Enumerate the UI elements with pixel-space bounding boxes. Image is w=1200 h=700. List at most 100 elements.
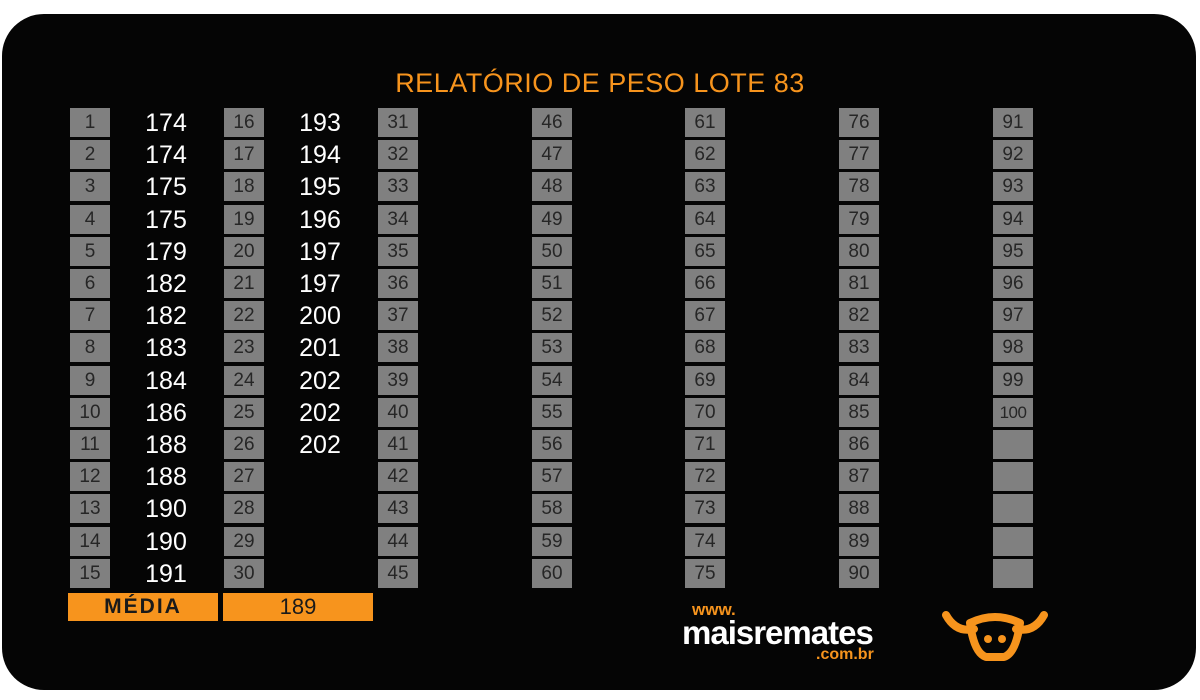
lot-number-box: 44 bbox=[378, 526, 418, 556]
lot-number-box: 19 bbox=[224, 204, 264, 234]
lot-number-box: 87 bbox=[839, 462, 879, 492]
lot-number-box: 56 bbox=[532, 430, 572, 459]
weight-value: 191 bbox=[145, 559, 187, 588]
lot-number-box: 66 bbox=[685, 269, 725, 298]
lot-number-box: 7 bbox=[70, 301, 110, 331]
report-title: RELATÓRIO DE PESO LOTE 83 bbox=[395, 68, 805, 98]
lot-number-box: 13 bbox=[70, 494, 110, 524]
lot-number-box: 90 bbox=[839, 558, 879, 588]
lot-number-box: 8 bbox=[70, 333, 110, 363]
lot-number-box: 57 bbox=[532, 462, 572, 492]
lot-number-box: 39 bbox=[378, 365, 418, 395]
lot-number-box: 94 bbox=[993, 204, 1033, 234]
lot-number-box bbox=[993, 462, 1033, 492]
weight-value: 183 bbox=[145, 334, 187, 363]
lot-number-box: 3 bbox=[70, 172, 110, 202]
weight-value: 193 bbox=[299, 109, 341, 137]
lot-number-box: 46 bbox=[532, 108, 572, 137]
weight-value: 197 bbox=[299, 237, 341, 266]
lot-number-box: 75 bbox=[685, 558, 725, 588]
weight-value: 200 bbox=[299, 302, 341, 331]
lot-number-box: 36 bbox=[378, 269, 418, 298]
lot-number-box: 51 bbox=[532, 269, 572, 298]
weight-value: 174 bbox=[145, 141, 187, 170]
weight-value: 175 bbox=[145, 173, 187, 202]
lot-number-box: 30 bbox=[224, 558, 264, 588]
lot-number-box: 37 bbox=[378, 301, 418, 331]
weight-value: 196 bbox=[299, 205, 341, 234]
lot-number-box: 2 bbox=[70, 140, 110, 170]
lot-number-box: 72 bbox=[685, 462, 725, 492]
weight-value: 186 bbox=[145, 398, 187, 427]
weight-value: 188 bbox=[145, 431, 187, 459]
lot-number-box: 43 bbox=[378, 494, 418, 524]
lot-number-box: 42 bbox=[378, 462, 418, 492]
weight-value: 182 bbox=[145, 270, 187, 298]
lot-number-box: 69 bbox=[685, 365, 725, 395]
weight-value: 195 bbox=[299, 173, 341, 202]
lot-number-box: 38 bbox=[378, 333, 418, 363]
lot-number-box: 79 bbox=[839, 204, 879, 234]
lot-number-box: 54 bbox=[532, 365, 572, 395]
lot-number-box: 70 bbox=[685, 397, 725, 427]
lot-number-box: 65 bbox=[685, 236, 725, 266]
lot-number-box: 49 bbox=[532, 204, 572, 234]
lot-number-box: 71 bbox=[685, 430, 725, 459]
lot-number-box: 81 bbox=[839, 269, 879, 298]
lot-number-box: 22 bbox=[224, 301, 264, 331]
lot-number-box: 9 bbox=[70, 365, 110, 395]
lot-number-box: 99 bbox=[993, 365, 1033, 395]
lot-number-box bbox=[993, 558, 1033, 588]
lot-number-box: 32 bbox=[378, 140, 418, 170]
weight-value: 197 bbox=[299, 270, 341, 298]
brand-logo[interactable]: www. maisremates .com.br bbox=[676, 600, 906, 670]
lot-number-box: 15 bbox=[70, 558, 110, 588]
lot-number-box: 52 bbox=[532, 301, 572, 331]
lot-number-box: 67 bbox=[685, 301, 725, 331]
weight-value: 174 bbox=[145, 109, 187, 137]
lot-number-box: 64 bbox=[685, 204, 725, 234]
lot-number-box: 80 bbox=[839, 236, 879, 266]
lot-number-box: 96 bbox=[993, 269, 1033, 298]
lot-number-box: 77 bbox=[839, 140, 879, 170]
lot-number-box: 86 bbox=[839, 430, 879, 459]
weight-value: 194 bbox=[299, 141, 341, 170]
brand-name: maisremates bbox=[682, 614, 874, 651]
lot-number-box: 25 bbox=[224, 397, 264, 427]
lot-number-box: 60 bbox=[532, 558, 572, 588]
lot-number-box: 1 bbox=[70, 108, 110, 137]
lot-number-box: 95 bbox=[993, 236, 1033, 266]
weight-value: 175 bbox=[145, 205, 187, 234]
weight-value: 190 bbox=[145, 495, 187, 524]
weight-value: 202 bbox=[299, 398, 341, 427]
lot-number-box: 4 bbox=[70, 204, 110, 234]
lot-number-box: 10 bbox=[70, 397, 110, 427]
weight-value: 201 bbox=[299, 334, 341, 363]
lot-number-box: 26 bbox=[224, 430, 264, 459]
lot-number-box: 97 bbox=[993, 301, 1033, 331]
bull-head-icon bbox=[942, 611, 1048, 661]
lot-number-box: 20 bbox=[224, 236, 264, 266]
lot-number-box: 47 bbox=[532, 140, 572, 170]
lot-number-box: 61 bbox=[685, 108, 725, 137]
lot-number-box: 16 bbox=[224, 108, 264, 137]
lot-number-box: 92 bbox=[993, 140, 1033, 170]
lot-number-box: 12 bbox=[70, 462, 110, 492]
lot-number-box: 27 bbox=[224, 462, 264, 492]
lot-number-box: 83 bbox=[839, 333, 879, 363]
weight-value: 179 bbox=[145, 237, 187, 266]
lot-number-box: 63 bbox=[685, 172, 725, 202]
brand-www: www. bbox=[692, 600, 736, 619]
average-label: MÉDIA bbox=[68, 593, 218, 621]
lot-number-box: 29 bbox=[224, 526, 264, 556]
lot-number-box: 58 bbox=[532, 494, 572, 524]
lot-number-box: 17 bbox=[224, 140, 264, 170]
lot-number-box: 93 bbox=[993, 172, 1033, 202]
lot-number-box: 62 bbox=[685, 140, 725, 170]
lot-number-box: 48 bbox=[532, 172, 572, 202]
lot-number-box: 34 bbox=[378, 204, 418, 234]
lot-number-box: 5 bbox=[70, 236, 110, 266]
lot-number-box bbox=[993, 430, 1033, 459]
lot-number-box: 91 bbox=[993, 108, 1033, 137]
lot-number-box: 11 bbox=[70, 430, 110, 459]
